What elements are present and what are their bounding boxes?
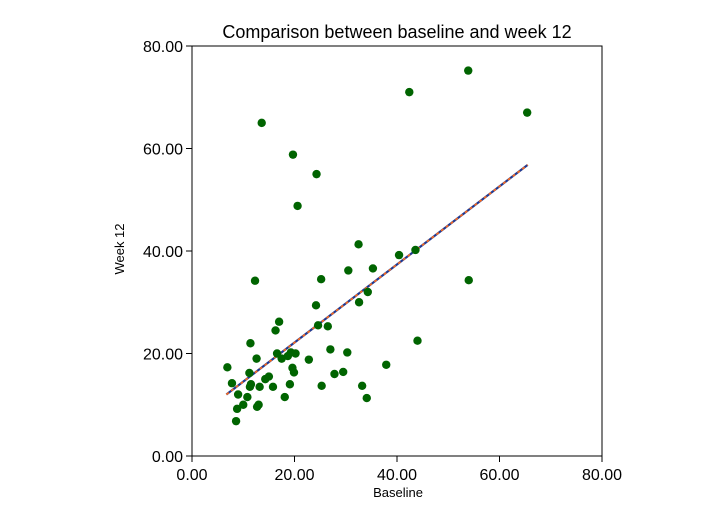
data-point: [280, 392, 289, 402]
data-point: [464, 276, 473, 285]
data-point: [343, 348, 352, 357]
data-point: [362, 393, 371, 403]
y-tick-label: 20.00: [143, 347, 183, 364]
data-point: [522, 108, 532, 117]
fit-line-group: [225, 164, 529, 396]
data-point: [291, 349, 300, 358]
x-tick-label: 40.00: [377, 467, 417, 484]
data-point: [316, 274, 326, 284]
data-point: [268, 382, 278, 392]
y-axis-label: Week 12: [112, 223, 127, 274]
data-point: [312, 169, 321, 179]
x-tick-label: 0.00: [176, 467, 207, 484]
y-tick-label: 60.00: [143, 142, 183, 159]
data-point: [239, 400, 248, 409]
data-point: [246, 380, 256, 389]
data-point: [293, 201, 302, 211]
data-point: [304, 355, 314, 364]
data-point: [264, 372, 274, 381]
data-point: [344, 266, 353, 275]
x-tick-label: 20.00: [274, 467, 314, 484]
data-point: [255, 382, 264, 392]
data-point: [246, 339, 255, 348]
data-point: [368, 264, 378, 273]
data-point: [227, 379, 237, 388]
data-point: [223, 363, 232, 372]
data-point: [257, 118, 266, 128]
data-point: [285, 380, 295, 389]
data-point: [413, 336, 422, 345]
x-axis-label: Baseline: [373, 485, 423, 500]
data-point: [464, 66, 473, 75]
x-tick-label: 60.00: [479, 467, 519, 484]
data-point: [317, 381, 326, 390]
data-point: [330, 369, 339, 379]
data-point: [326, 345, 335, 354]
y-tick-label: 0.00: [152, 449, 183, 466]
data-point: [271, 326, 280, 335]
data-point: [274, 317, 284, 326]
data-point: [313, 321, 323, 330]
data-point: [289, 368, 299, 377]
data-points: [223, 66, 532, 426]
data-point: [231, 416, 241, 426]
x-axis-ticks: 0.00 20.00 40.00 60.00 80.00: [176, 456, 622, 484]
data-point: [411, 245, 420, 255]
y-tick-label: 80.00: [143, 39, 183, 56]
plot-frame: [191, 45, 603, 457]
data-point: [288, 150, 298, 159]
data-point: [245, 368, 254, 378]
data-point: [338, 367, 348, 377]
data-point: [250, 276, 260, 285]
data-point: [252, 354, 261, 363]
y-axis-ticks: 0.00 20.00 40.00 60.00 80.00: [143, 39, 192, 466]
data-point: [394, 250, 404, 260]
data-point: [254, 400, 263, 409]
data-point: [354, 240, 363, 249]
data-point: [243, 392, 252, 402]
data-point: [363, 287, 372, 297]
data-point: [233, 390, 243, 399]
data-point: [311, 301, 321, 310]
data-point: [357, 381, 367, 390]
chart-title: Comparison between baseline and week 12: [222, 22, 571, 42]
data-point: [405, 87, 414, 97]
y-tick-label: 40.00: [143, 244, 183, 261]
data-point: [354, 298, 364, 307]
data-point: [232, 404, 242, 414]
x-tick-label: 80.00: [582, 467, 622, 484]
data-point: [323, 322, 333, 331]
data-point: [382, 360, 391, 369]
